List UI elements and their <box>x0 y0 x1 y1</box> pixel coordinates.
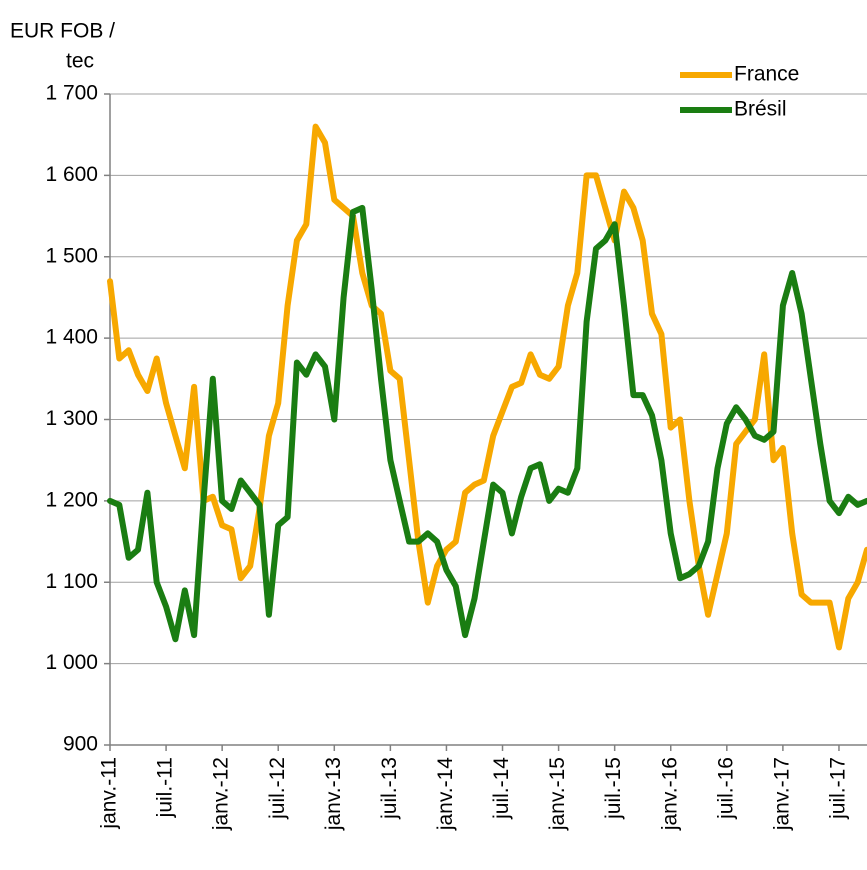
x-tick-label: juil.-12 <box>266 757 289 820</box>
x-tick-label: janv.-15 <box>546 757 569 831</box>
legend-label: Brésil <box>734 98 787 121</box>
y-axis-label: tec <box>66 50 94 73</box>
y-tick-label: 1 300 <box>45 407 98 430</box>
x-tick-label: janv.-12 <box>210 757 233 831</box>
y-tick-label: 1 700 <box>45 82 98 105</box>
x-tick-label: janv.-16 <box>658 757 681 831</box>
y-tick-label: 1 600 <box>45 163 98 186</box>
y-tick-label: 1 000 <box>45 651 98 674</box>
y-axis-label: EUR FOB / <box>10 20 115 43</box>
x-tick-label: juil.-11 <box>154 757 177 818</box>
x-tick-label: juil.-14 <box>490 757 513 820</box>
y-tick-label: 1 400 <box>45 326 98 349</box>
data-line <box>107 123 867 651</box>
x-tick-label: juil.-17 <box>827 757 850 820</box>
x-tick-label: janv.-17 <box>770 757 793 831</box>
y-tick-label: 1 200 <box>45 488 98 511</box>
x-tick-label: juil.-13 <box>378 757 401 820</box>
x-tick-label: juil.-15 <box>602 757 625 820</box>
x-tick-label: janv.-11 <box>98 757 121 830</box>
y-tick-label: 1 500 <box>45 244 98 267</box>
x-tick-label: janv.-14 <box>434 757 457 831</box>
data-line <box>107 204 867 643</box>
y-tick-label: 900 <box>63 733 98 756</box>
x-tick-label: juil.-16 <box>714 757 737 820</box>
legend-label: France <box>734 63 799 86</box>
x-tick-label: janv.-13 <box>322 757 345 831</box>
y-tick-label: 1 100 <box>45 570 98 593</box>
